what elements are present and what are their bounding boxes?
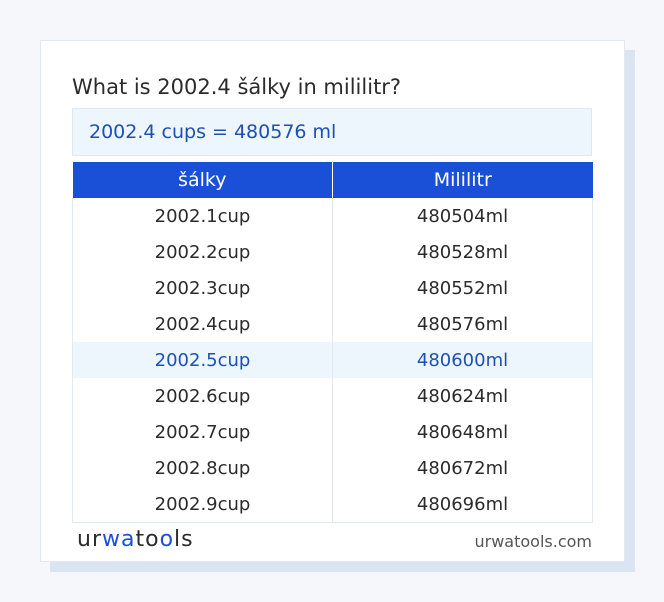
table-row: 2002.4cup 480576ml	[72, 306, 593, 342]
cell-ml: 480504ml	[332, 198, 593, 234]
cell-ml: 480672ml	[332, 450, 593, 486]
cell-ml: 480528ml	[332, 234, 593, 270]
cell-ml: 480696ml	[332, 486, 593, 523]
table-row: 2002.7cup 480648ml	[72, 414, 593, 450]
cell-ml: 480552ml	[332, 270, 593, 306]
cell-cups: 2002.2cup	[72, 234, 333, 270]
column-header-salky: šálky	[72, 162, 333, 198]
logo-text: ls	[174, 527, 194, 552]
cell-ml: 480600ml	[332, 342, 593, 378]
table-row: 2002.1cup 480504ml	[72, 198, 593, 234]
cell-ml: 480648ml	[332, 414, 593, 450]
cell-cups: 2002.9cup	[72, 486, 333, 523]
site-url: urwatools.com	[474, 532, 593, 551]
cell-cups: 2002.4cup	[72, 306, 333, 342]
conversion-card: What is 2002.4 šálky in mililitr? 2002.4…	[40, 40, 625, 562]
cell-cups: 2002.5cup	[72, 342, 333, 378]
logo-text: ur	[77, 527, 102, 552]
column-header-mililitr: Mililitr	[332, 162, 593, 198]
cell-cups: 2002.3cup	[72, 270, 333, 306]
conversion-table: šálky Mililitr 2002.1cup 480504ml 2002.2…	[72, 162, 593, 523]
table-row: 2002.6cup 480624ml	[72, 378, 593, 414]
cell-ml: 480576ml	[332, 306, 593, 342]
logo-accent-text: o	[159, 527, 175, 552]
cell-cups: 2002.7cup	[72, 414, 333, 450]
conversion-result: 2002.4 cups = 480576 ml	[72, 108, 592, 156]
table-row: 2002.2cup 480528ml	[72, 234, 593, 270]
table-row-highlighted: 2002.5cup 480600ml	[72, 342, 593, 378]
table-row: 2002.3cup 480552ml	[72, 270, 593, 306]
cell-cups: 2002.1cup	[72, 198, 333, 234]
logo-accent-text: wa	[102, 527, 136, 552]
logo-text: to	[135, 527, 160, 552]
urwatools-logo[interactable]: urwatools	[77, 526, 194, 554]
table-row: 2002.8cup 480672ml	[72, 450, 593, 486]
table-header-row: šálky Mililitr	[72, 162, 593, 198]
table-row: 2002.9cup 480696ml	[72, 486, 593, 523]
page-title: What is 2002.4 šálky in mililitr?	[72, 75, 402, 99]
cell-ml: 480624ml	[332, 378, 593, 414]
cell-cups: 2002.6cup	[72, 378, 333, 414]
cell-cups: 2002.8cup	[72, 450, 333, 486]
